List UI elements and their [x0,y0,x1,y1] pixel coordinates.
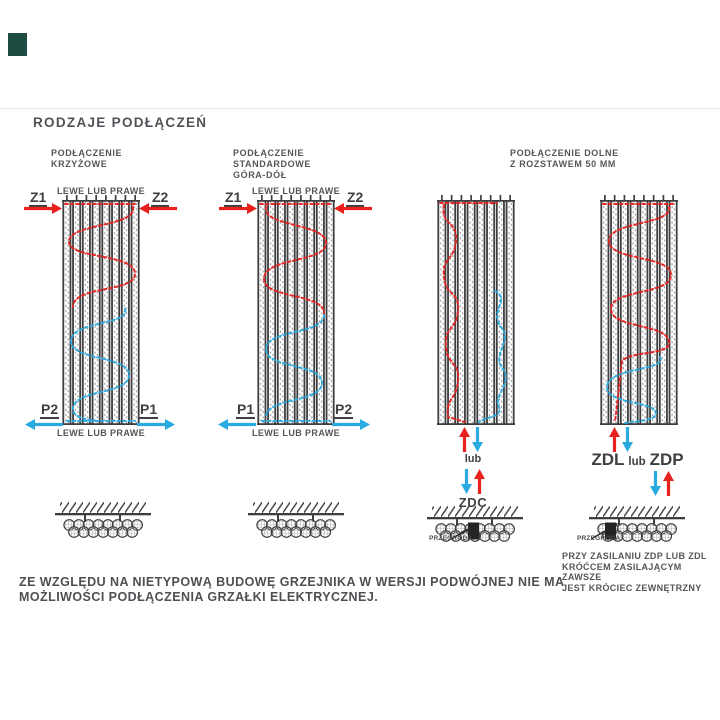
wall-cross-section-2 [248,502,344,547]
supply-arrow-left-icon [139,201,177,219]
note-line: ZE WZGLĘDU NA NIETYPOWĄ BUDOWĘ GRZEJNIKA… [19,575,565,589]
supply-arrow-right-icon [219,201,257,219]
electric-heater-note: ZE WZGLĘDU NA NIETYPOWĄ BUDOWĘ GRZEJNIKA… [19,575,564,605]
top-orientation-label: LEWE LUB PRAWE [56,186,146,196]
port-label-z1: Z1 [29,189,48,207]
supply-arrow-left-icon [334,201,372,219]
supply-stub-note: PRZY ZASILANIU ZDP LUB ZDL KRÓĆCEM ZASIL… [562,551,720,593]
radiator-graphic-3 [437,195,515,431]
radiator-graphic-1 [62,195,140,431]
return-arrow-down-icon [650,471,661,501]
diagram-title: PODŁĄCZENIE STANDARDOWE GÓRA-DÓŁ [233,148,311,181]
diagram-title: PODŁĄCZENIE DOLNE Z ROZSTAWEM 50 MM [510,148,619,170]
note-line: KRÓĆCEM ZASILAJĄCYM ZAWSZE [562,561,682,583]
code-zdl: ZDL [591,450,625,469]
return-arrow-right-icon [137,417,175,435]
code-zdp: ZDP [649,450,684,469]
partition-pointer-icon [590,522,620,545]
connection-code-zdl-zdp: ZDL lub ZDP [589,450,686,470]
top-orientation-label: LEWE LUB PRAWE [251,186,341,196]
return-arrow-down-icon [622,427,633,457]
note-line: JEST KRÓCIEC ZEWNĘTRZNY [562,582,702,593]
port-label-p1: P1 [236,401,256,419]
partition-label: PRZEGRODA [429,535,473,542]
or-label: lub [464,453,482,465]
diagram-title-line: KRZYŻOWE [51,159,108,169]
partition-label: PRZEGRODA [577,535,621,542]
page-title: RODZAJE PODŁĄCZEŃ [33,115,208,130]
bottom-orientation-label: LEWE LUB PRAWE [56,428,146,438]
note-line: MOŻLIWOŚCI PODŁĄCZENIA GRZAŁKI ELEKTRYCZ… [19,590,379,604]
wall-cross-section-1 [55,502,151,547]
diagram-title-line: PODŁĄCZENIE [51,148,123,158]
port-label-z2: Z2 [151,189,170,207]
port-label-p2: P2 [40,401,60,419]
port-label-z2: Z2 [346,189,365,207]
bottom-orientation-label: LEWE LUB PRAWE [251,428,341,438]
partition-pointer-icon [450,522,480,545]
diagram-title-line: Z ROZSTAWEM 50 MM [510,159,617,169]
supply-arrow-up-icon [609,427,620,457]
port-label-z1: Z1 [224,189,243,207]
header-divider [0,108,720,109]
or-label: lub [628,456,646,468]
return-arrow-right-icon [332,417,370,435]
port-label-p2: P2 [334,401,354,419]
diagram-title-line: STANDARDOWE [233,159,311,169]
note-line: PRZY ZASILANIU ZDP LUB ZDL [562,551,707,561]
radiator-graphic-2 [257,195,335,431]
return-arrow-down-icon [461,469,472,499]
diagram-title-line: PODŁĄCZENIE [233,148,305,158]
diagram-title-line: GÓRA-DÓŁ [233,170,287,180]
return-arrow-left-icon [218,417,256,435]
return-arrow-down-icon [472,427,483,457]
supply-arrow-up-icon [663,471,674,501]
radiator-graphic-4 [600,195,678,431]
corner-brand-mark [8,33,27,56]
supply-arrow-up-icon [474,469,485,499]
return-arrow-left-icon [25,417,63,435]
port-label-p1: P1 [139,401,159,419]
supply-arrow-right-icon [24,201,62,219]
supply-arrow-up-icon [459,427,470,457]
diagram-title: PODŁĄCZENIE KRZYŻOWE [51,148,122,170]
wall-cross-section-3 [427,506,523,551]
diagram-title-line: PODŁĄCZENIE DOLNE [510,148,619,158]
